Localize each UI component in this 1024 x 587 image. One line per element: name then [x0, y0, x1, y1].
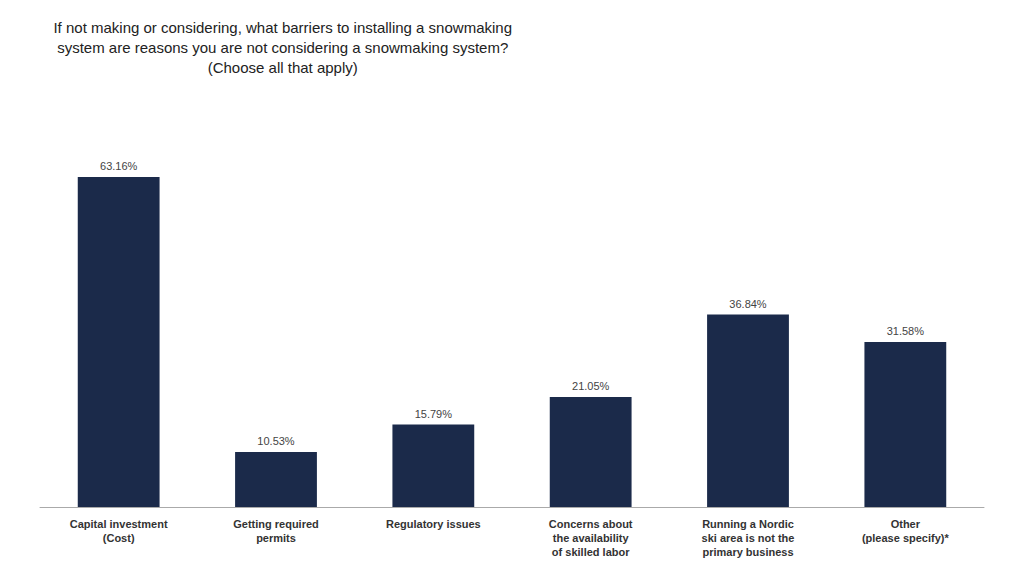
svg-text:permits: permits [256, 532, 296, 544]
svg-text:Capital investment: Capital investment [70, 518, 168, 530]
svg-text:(Cost): (Cost) [103, 532, 135, 544]
svg-text:63.16%: 63.16% [100, 160, 138, 172]
svg-text:15.79%: 15.79% [415, 408, 453, 420]
svg-text:the availability: the availability [553, 532, 630, 544]
svg-text:(please specify)*: (please specify)* [862, 532, 950, 544]
svg-text:(Choose all that apply): (Choose all that apply) [208, 59, 358, 76]
svg-text:system are reasons you are not: system are reasons you are not consideri… [57, 39, 508, 56]
svg-text:21.05%: 21.05% [572, 380, 610, 392]
svg-text:If not making or considering,: If not making or considering, what barri… [53, 19, 512, 36]
svg-text:31.58%: 31.58% [887, 325, 925, 337]
svg-text:Other: Other [891, 518, 921, 530]
svg-text:Running a Nordic: Running a Nordic [702, 518, 794, 530]
svg-text:Getting required: Getting required [233, 518, 319, 530]
svg-text:Regulatory issues: Regulatory issues [386, 518, 481, 530]
svg-text:10.53%: 10.53% [257, 435, 295, 447]
svg-text:ski area is not the: ski area is not the [702, 532, 795, 544]
svg-text:Concerns about: Concerns about [549, 518, 633, 530]
svg-text:primary business: primary business [702, 546, 793, 558]
svg-text:of skilled labor: of skilled labor [552, 546, 630, 558]
svg-text:36.84%: 36.84% [729, 298, 767, 310]
